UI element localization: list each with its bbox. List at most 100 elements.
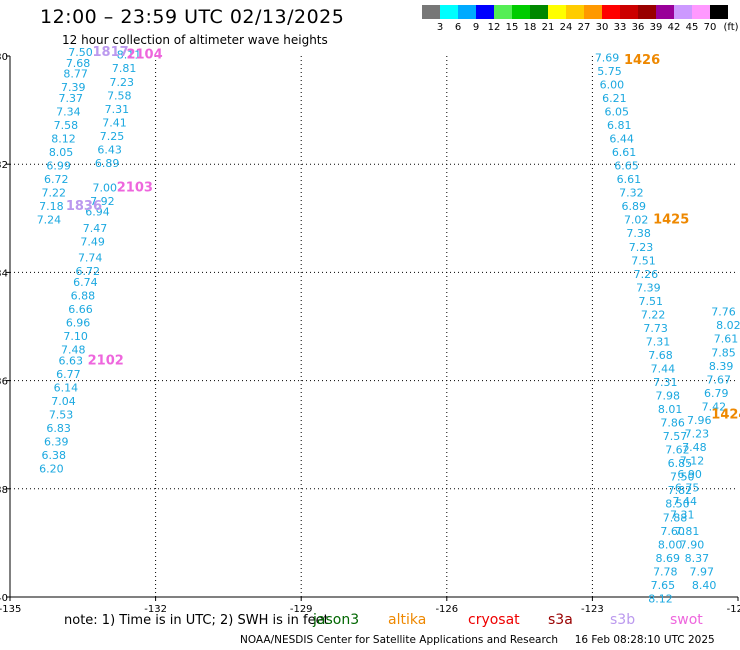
wave-height-value: 8.05 — [49, 146, 74, 159]
wave-height-value: 8.00 — [658, 538, 683, 551]
wave-height-value: 6.77 — [56, 368, 81, 381]
wave-height-value: 8.39 — [709, 360, 734, 373]
lat-tick-label: -30 — [0, 52, 8, 63]
wave-height-value: 6.88 — [71, 289, 96, 302]
wave-height-value: 7.31 — [105, 103, 130, 116]
wave-height-value: 7.41 — [102, 116, 127, 129]
scale-label: 3 — [436, 22, 444, 33]
scale-swatch — [656, 5, 674, 19]
satellite-legend-item: s3b — [610, 612, 636, 628]
scale-unit: (ft) — [723, 22, 739, 33]
wave-height-value: 6.65 — [614, 160, 639, 173]
wave-height-value: 7.25 — [100, 130, 125, 143]
wave-height-value: 6.38 — [42, 449, 66, 462]
wave-height-value: 6.83 — [46, 422, 71, 435]
wave-height-value: 7.42 — [702, 400, 727, 413]
wave-height-value: 7.44 — [672, 495, 697, 508]
footer-note: note: 1) Time is in UTC; 2) SWH is in fe… — [64, 613, 329, 628]
wave-height-value: 6.85 — [668, 457, 693, 470]
wave-height-value: 6.90 — [677, 468, 702, 481]
wave-height-value: 7.78 — [653, 565, 678, 578]
wave-height-value: 7.76 — [711, 306, 736, 319]
scale-swatch — [710, 5, 728, 19]
wave-height-value: 7.82 — [668, 484, 693, 497]
scale-swatch — [602, 5, 620, 19]
scale-label: 45 — [685, 22, 699, 33]
wave-height-value: 7.90 — [680, 538, 705, 551]
wave-height-value: 6.00 — [600, 78, 625, 91]
wave-height-value: 7.39 — [61, 81, 86, 94]
wave-height-value: 7.26 — [634, 268, 659, 281]
wave-height-value: 7.65 — [651, 579, 676, 592]
wave-height-value: 7.57 — [663, 430, 688, 443]
wave-height-value: 8.50 — [665, 498, 690, 511]
lat-tick-label: -32 — [0, 160, 8, 171]
wave-height-value: 6.63 — [59, 354, 84, 367]
scale-label: 21 — [541, 22, 555, 33]
wave-height-value: 7.34 — [56, 106, 81, 119]
wave-height-value: 7.98 — [655, 390, 680, 403]
wave-height-value: 7.44 — [651, 362, 676, 375]
wave-height-value: 7.10 — [63, 330, 88, 343]
wave-height-value: 8.12 — [51, 133, 76, 146]
wave-height-value: 7.67 — [706, 373, 731, 386]
satellite-legend-item: cryosat — [468, 612, 520, 628]
wave-height-value: 6.66 — [68, 303, 93, 316]
wave-height-value: 7.96 — [687, 414, 712, 427]
wave-height-value: 8.77 — [63, 68, 88, 81]
scale-swatch — [620, 5, 638, 19]
scale-label: 33 — [613, 22, 627, 33]
wave-height-value: 7.22 — [641, 308, 666, 321]
wave-height-value: 6.74 — [73, 276, 98, 289]
wave-height-value: 8.40 — [692, 579, 717, 592]
wave-height-value: 8.12 — [648, 592, 673, 605]
lon-tick-label: -135 — [0, 604, 21, 615]
wave-height-value: 6.99 — [46, 160, 71, 173]
wave-height-value: 6.39 — [44, 436, 68, 449]
pass-time-label: 1425 — [653, 213, 689, 228]
wave-height-value: 7.48 — [61, 344, 86, 357]
scale-swatch — [638, 5, 656, 19]
scale-swatch — [440, 5, 458, 19]
wave-height-value: 7.12 — [680, 454, 705, 467]
scale-label: 24 — [559, 22, 573, 33]
pass-time-label: 2104 — [126, 48, 162, 63]
scale-label: 36 — [631, 22, 645, 33]
wave-height-value: 6.72 — [44, 173, 68, 186]
wave-height-value: 7.88 — [663, 511, 688, 524]
wave-height-value: 7.73 — [643, 322, 668, 335]
lon-tick-label: -123 — [581, 604, 604, 615]
wave-height-value: 6.94 — [85, 206, 110, 219]
wave-height-value: 7.61 — [714, 333, 739, 346]
lat-tick-label: -36 — [0, 377, 8, 388]
wave-height-value: 7.39 — [636, 281, 661, 294]
scale-swatch — [494, 5, 512, 19]
map-title: 12:00 – 23:59 UTC 02/13/2025 — [40, 6, 345, 28]
pass-time-label: 2102 — [88, 353, 124, 368]
scale-swatch — [476, 5, 494, 19]
pass-time-label: 1424 — [711, 407, 740, 422]
wave-height-value: 6.75 — [675, 482, 700, 495]
scale-label: 18 — [523, 22, 537, 33]
lon-tick-label: -126 — [435, 604, 458, 615]
wave-height-value: 6.14 — [54, 381, 79, 394]
wave-height-value: 8.69 — [655, 552, 680, 565]
wave-height-value: 7.31 — [670, 509, 695, 522]
wave-height-value: 6.05 — [605, 106, 630, 119]
wave-height-value: 7.51 — [631, 254, 656, 267]
lat-tick-label: -40 — [0, 593, 8, 604]
scale-label: 42 — [667, 22, 681, 33]
satellite-legend-item: swot — [670, 612, 703, 628]
pass-time-label: 2103 — [117, 180, 153, 195]
wave-height-value: 7.51 — [639, 295, 664, 308]
wave-height-value: 7.81 — [675, 525, 700, 538]
credit-text: NOAA/NESDIS Center for Satellite Applica… — [240, 634, 558, 646]
wave-height-value: 6.89 — [95, 157, 120, 170]
scale-label: 9 — [472, 22, 480, 33]
scale-swatch — [512, 5, 530, 19]
wave-height-value: 7.92 — [90, 195, 115, 208]
wave-height-value: 7.23 — [109, 76, 134, 89]
wave-height-value: 6.21 — [602, 92, 627, 105]
wave-height-value: 7.37 — [59, 92, 84, 105]
scale-swatch — [692, 5, 710, 19]
